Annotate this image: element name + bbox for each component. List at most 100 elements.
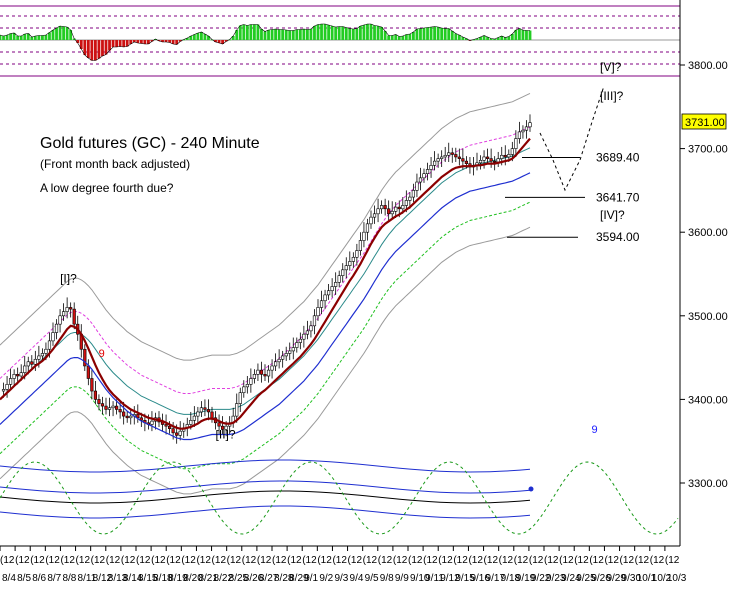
histogram-bar: [401, 36, 405, 40]
histogram-bar: [256, 24, 260, 40]
x-tick-label: 9/22: [531, 573, 551, 584]
histogram-bar: [493, 39, 497, 40]
candle-body: [312, 315, 317, 327]
histogram-bar: [79, 40, 83, 49]
histogram-bar: [132, 40, 136, 42]
histogram-bar: [465, 38, 468, 40]
x-tick-prefix: (12: [468, 555, 483, 566]
x-tick-label: 9/11: [425, 573, 444, 584]
histogram-bar: [33, 36, 37, 40]
x-tick-prefix: (12: [378, 555, 393, 566]
histogram-bar: [16, 36, 20, 40]
x-tick-prefix: (12: [15, 555, 30, 566]
histogram-bar: [235, 30, 239, 40]
candle-body: [422, 173, 426, 179]
histogram-bar: [415, 29, 419, 40]
candle-body: [100, 403, 105, 407]
histogram-bar: [521, 30, 525, 40]
x-tick-prefix: (12: [302, 555, 317, 566]
histogram-bar: [76, 40, 80, 43]
candle-body: [394, 206, 398, 212]
x-tick-prefix: (12: [423, 555, 438, 566]
candle-body: [203, 407, 207, 410]
candle-body: [263, 374, 267, 377]
histogram-bar: [528, 30, 532, 40]
candle-body: [348, 261, 352, 266]
histogram-bar: [150, 40, 154, 42]
candle-body: [355, 250, 359, 258]
x-tick-prefix: (12: [106, 555, 121, 566]
x-tick-label: 8/7: [47, 573, 61, 584]
candle-body: [104, 405, 108, 410]
x-tick-label: 9/3: [334, 573, 348, 584]
candle-body: [69, 307, 73, 310]
histogram-bar: [507, 36, 511, 40]
candle-body: [323, 294, 327, 302]
x-tick-prefix: (12: [348, 555, 363, 566]
candle-body: [58, 315, 62, 325]
x-tick-prefix: (12: [408, 555, 423, 566]
candle-body: [337, 275, 341, 283]
candle-body: [358, 240, 363, 251]
x-tick-label: 8/4: [2, 573, 16, 584]
y-tick-label: 3800.00: [688, 60, 728, 72]
histogram-bar: [58, 26, 62, 40]
histogram-bars: [0, 24, 532, 61]
candle-body: [344, 265, 348, 271]
histogram-bar: [390, 35, 394, 40]
candle-body: [514, 138, 518, 149]
candle-body: [54, 323, 59, 333]
candle-body: [411, 190, 416, 198]
x-tick-prefix: (12: [257, 555, 272, 566]
histogram-bar: [274, 29, 277, 40]
x-tick-prefix: (12: [30, 555, 45, 566]
histogram-bar: [157, 40, 161, 41]
histogram-bar: [171, 40, 175, 44]
candle-body: [129, 415, 133, 419]
histogram-bar: [44, 35, 48, 40]
histogram-bar: [196, 33, 200, 40]
candle-body: [454, 154, 458, 158]
x-tick-label: 9/19: [516, 573, 536, 584]
histogram-bar: [408, 34, 412, 40]
x-tick-label: 9/24: [561, 573, 581, 584]
candle-body: [199, 407, 204, 413]
x-tick-prefix: (12: [332, 555, 347, 566]
histogram-bar: [383, 31, 387, 40]
histogram-bar: [30, 37, 34, 40]
wave-label: [IV]?: [600, 208, 625, 222]
candle-body: [61, 311, 66, 317]
candle-body: [500, 154, 504, 159]
x-tick-prefix: (12: [559, 555, 574, 566]
histogram-bar: [129, 40, 133, 44]
x-tick-prefix: (12: [393, 555, 408, 566]
level-lines: 3689.40 3641.70 3594.00: [505, 150, 640, 244]
histogram-bar: [267, 30, 270, 40]
candle-body: [47, 340, 52, 350]
histogram-bar: [440, 28, 444, 40]
histogram-bar: [51, 30, 55, 40]
histogram-bar: [122, 40, 126, 47]
candle-body: [122, 411, 126, 417]
histogram-bar: [101, 40, 104, 56]
x-tick-prefix: (12: [196, 555, 211, 566]
candle-body: [175, 432, 179, 436]
x-tick-prefix: (12: [227, 555, 242, 566]
candle-body: [401, 205, 405, 210]
cycle-end-dot: [528, 486, 534, 492]
band-outer-upper: [0, 92, 531, 361]
candle-body: [19, 372, 23, 377]
x-tick-prefix: (12: [574, 555, 589, 566]
cycle-lines: [0, 459, 679, 535]
x-tick-prefix: (12: [272, 555, 287, 566]
level-label: 3689.40: [596, 150, 640, 164]
x-tick-label: 9/15: [455, 573, 475, 584]
candle-body: [44, 348, 48, 354]
histogram-bar: [380, 27, 383, 40]
x-tick-label: 8/8: [62, 573, 76, 584]
histogram-bar: [351, 29, 355, 40]
x-tick-label: 10/2: [652, 573, 672, 584]
candle-body: [341, 269, 345, 276]
candle-body: [65, 307, 69, 312]
histogram-bar: [97, 40, 101, 59]
